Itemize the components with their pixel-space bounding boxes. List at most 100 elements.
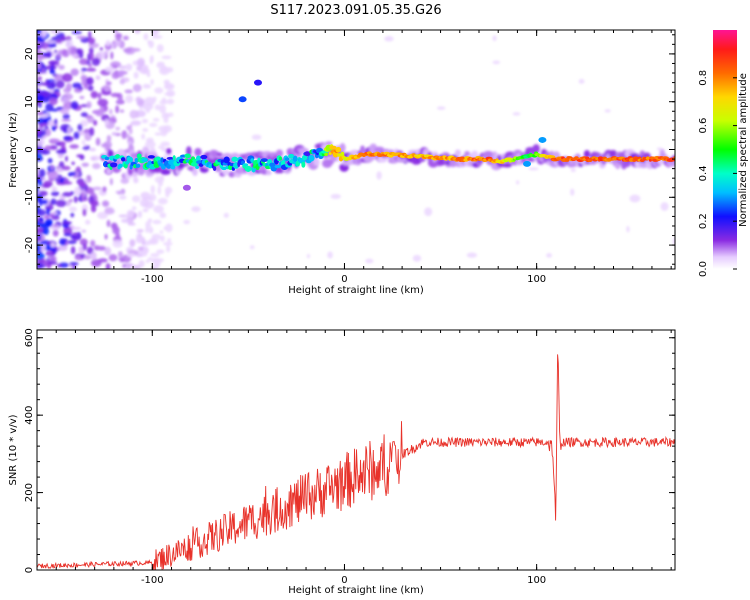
ridge-blob [335, 146, 342, 153]
noise-speckle [163, 79, 168, 85]
ridge-blob [155, 156, 162, 162]
noise-speckle [167, 238, 171, 243]
ridge-blob [200, 154, 208, 160]
halo-blob [502, 162, 512, 168]
noise-speckle [37, 41, 44, 46]
noise-speckle [77, 86, 84, 90]
noise-speckle [570, 168, 576, 173]
ridge-blob [340, 151, 345, 157]
noise-speckle [37, 252, 45, 260]
noise-speckle [41, 199, 48, 205]
ridge-blob [134, 157, 139, 163]
ridge-blob [170, 164, 176, 170]
noise-speckle [38, 168, 46, 178]
noise-speckle [90, 259, 102, 267]
noise-speckle [71, 226, 82, 231]
noise-speckle [159, 212, 167, 219]
y-tick-label: 20 [24, 48, 35, 61]
noise-speckle [58, 64, 65, 70]
noise-speckle [159, 230, 164, 234]
noise-speckle [112, 226, 120, 235]
noise-speckle [69, 206, 77, 212]
noise-speckle [570, 188, 575, 196]
noise-speckle [53, 118, 58, 125]
noise-speckle [99, 47, 103, 51]
noise-speckle [88, 63, 93, 68]
noise-speckle [164, 84, 175, 89]
noise-speckle [153, 205, 164, 214]
noise-speckle [37, 94, 45, 102]
noise-speckle [90, 91, 98, 99]
noise-speckle [136, 96, 142, 101]
noise-speckle [124, 89, 133, 94]
noise-speckle [137, 246, 144, 251]
noise-speckle [37, 263, 44, 269]
noise-speckle [115, 190, 125, 195]
noise-speckle [90, 240, 96, 247]
noise-speckle [76, 48, 84, 56]
noise-speckle [92, 186, 102, 191]
noise-speckle [166, 98, 175, 105]
noise-speckle [37, 30, 42, 35]
noise-speckle [52, 223, 59, 228]
noise-speckle [86, 67, 97, 72]
noise-speckle [57, 245, 68, 251]
noise-speckle [56, 264, 62, 268]
noise-speckle [132, 83, 142, 93]
snr-y-axis-label: SNR (10 * v/v) [8, 414, 19, 485]
noise-speckle [69, 45, 77, 55]
noise-speckle [51, 124, 57, 132]
noise-speckle [142, 83, 150, 89]
noise-speckle [64, 200, 72, 207]
noise-speckle [69, 144, 79, 149]
noise-speckle [120, 258, 125, 262]
noise-speckle [136, 110, 146, 118]
noise-speckle [38, 222, 47, 228]
noise-speckle [83, 82, 89, 90]
noise-speckle [82, 146, 90, 150]
noise-speckle [65, 83, 72, 91]
colorbar-tick-label: 0.2 [698, 213, 709, 229]
noise-speckle [436, 106, 446, 110]
noise-speckle [160, 129, 168, 137]
noise-speckle [604, 109, 611, 113]
noise-speckle [104, 49, 110, 55]
noise-speckle [142, 128, 149, 132]
noise-speckle [114, 41, 122, 47]
y-tick-label: 0 [24, 146, 35, 152]
noise-speckle [37, 52, 44, 62]
noise-speckle [62, 221, 73, 225]
noise-speckle [45, 51, 52, 59]
noise-speckle [376, 171, 382, 180]
noise-speckle [50, 164, 54, 171]
y-tick-label: 10 [24, 95, 35, 108]
ridge-blob [191, 161, 198, 167]
noise-speckle [128, 127, 133, 135]
ridge-blob [304, 151, 311, 157]
noise-speckle [47, 261, 58, 265]
noise-speckle [123, 48, 133, 53]
ridge-blob [104, 156, 110, 161]
noise-speckle [51, 187, 58, 191]
noise-speckle [50, 242, 56, 248]
noise-speckle [49, 30, 61, 35]
noise-speckle [77, 123, 83, 132]
noise-speckle [87, 37, 96, 45]
noise-speckle [95, 75, 101, 81]
noise-speckle [161, 97, 167, 103]
colorbar-ticks: 0.0 0.2 0.4 0.6 0.8 [698, 70, 737, 277]
noise-speckle [139, 198, 149, 208]
noise-speckle [122, 35, 129, 41]
noise-speckle [139, 67, 150, 75]
noise-speckle [159, 235, 165, 242]
noise-speckle [145, 259, 150, 263]
noise-speckle [152, 219, 162, 225]
noise-speckle [70, 101, 79, 110]
noise-speckle [134, 178, 139, 184]
noise-speckle [86, 101, 92, 109]
noise-speckle [110, 51, 114, 60]
colorbar-gradient [713, 30, 737, 269]
noise-speckle [37, 227, 43, 235]
noise-speckle [660, 202, 669, 211]
ridge-blob [242, 163, 249, 167]
